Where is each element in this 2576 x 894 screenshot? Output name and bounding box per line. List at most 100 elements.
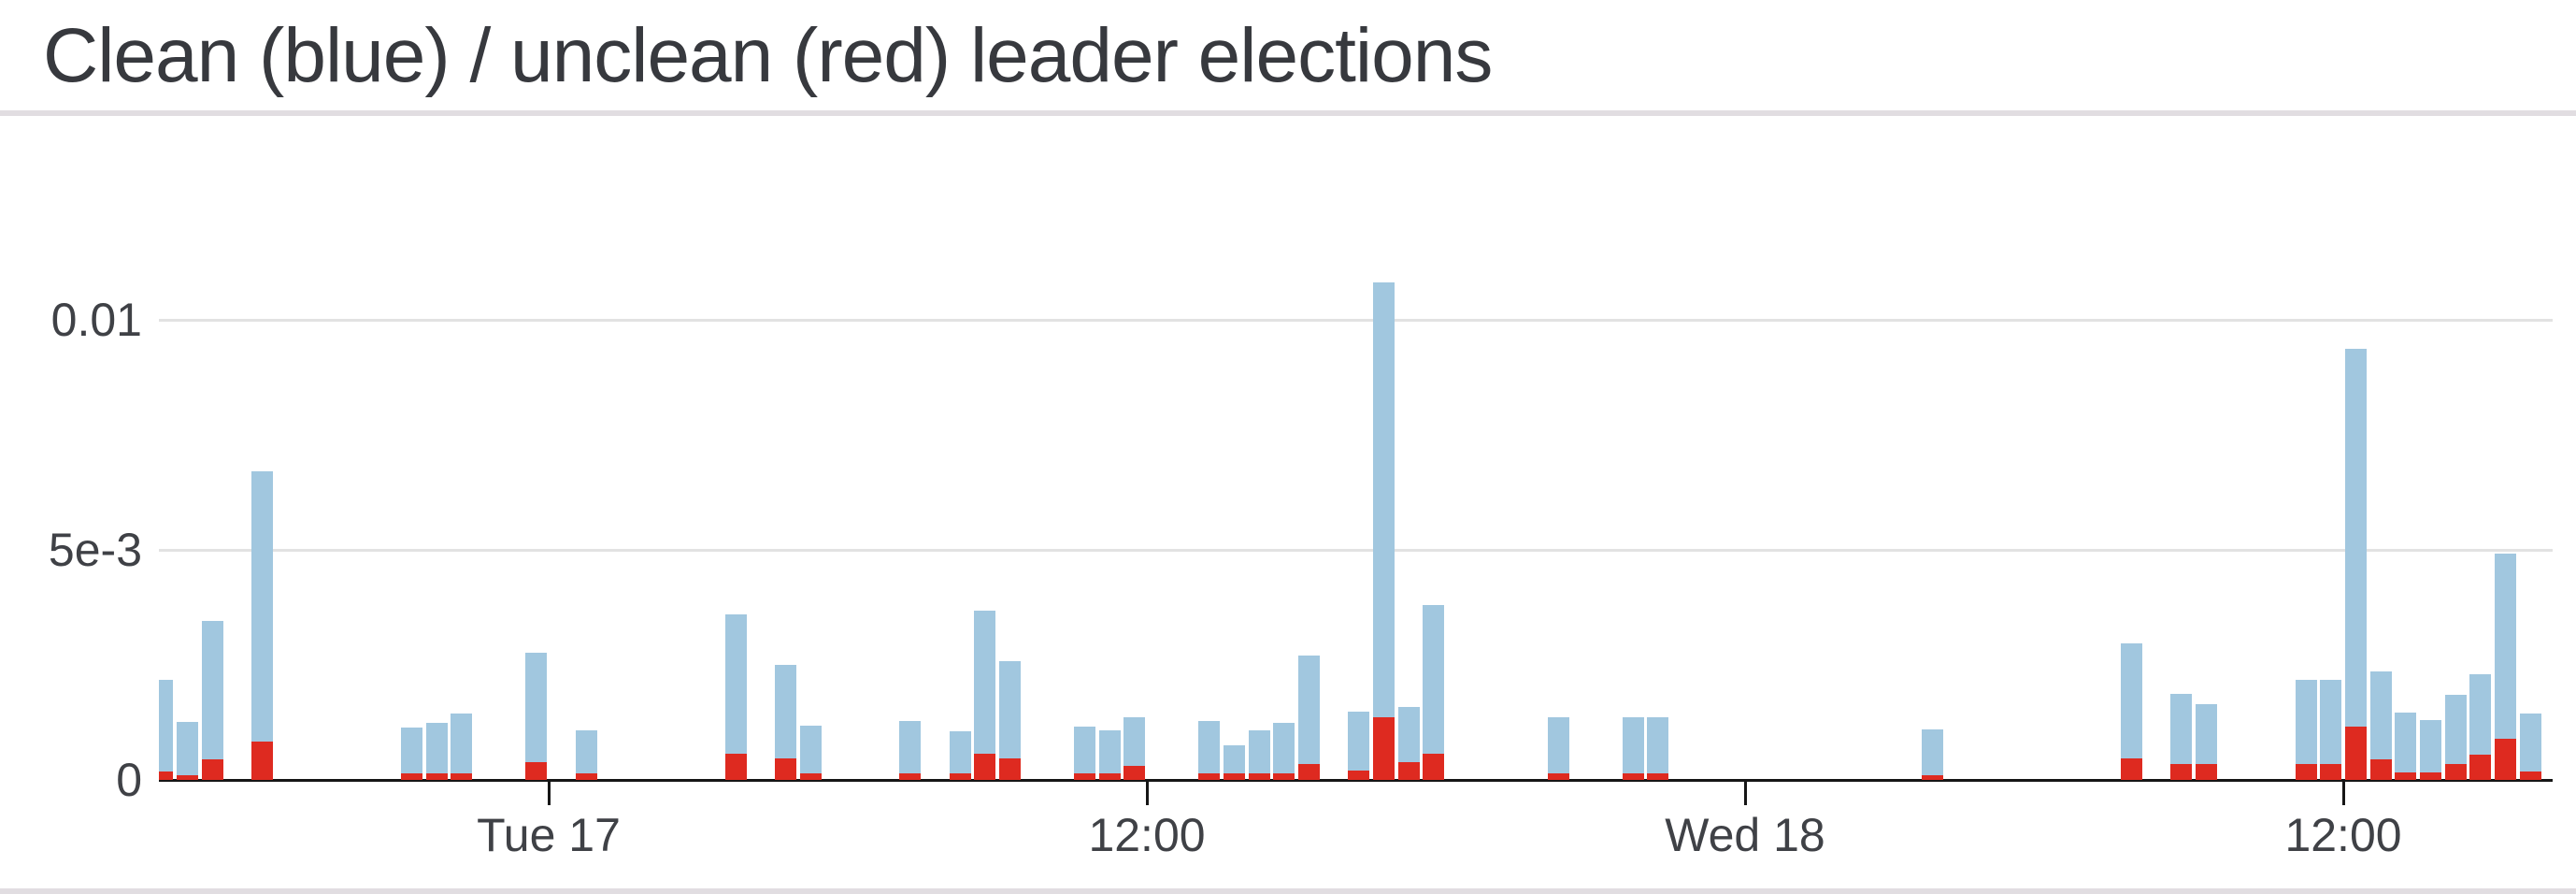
y-tick-label-0.01: 0.01 xyxy=(50,294,142,346)
bar-slot-72[interactable] xyxy=(2345,349,2367,780)
bar-clean-segment xyxy=(950,731,971,773)
bar-clean-segment xyxy=(1099,730,1121,773)
bar-clean-segment xyxy=(159,680,173,771)
bar-unclean-segment xyxy=(974,754,995,780)
bar-unclean-segment xyxy=(251,742,273,780)
bar-clean-segment xyxy=(2170,694,2192,764)
bar-clean-segment xyxy=(2121,643,2142,758)
panel-title[interactable]: Clean (blue) / unclean (red) leader elec… xyxy=(43,13,1493,98)
bar-slot-63[interactable] xyxy=(2121,643,2142,780)
bar-slot-29[interactable] xyxy=(1273,723,1295,780)
bar-slot-73[interactable] xyxy=(2370,671,2392,780)
bar-slot-27[interactable] xyxy=(1224,745,1245,780)
bar-slot-33[interactable] xyxy=(1373,282,1395,780)
x-axis-line xyxy=(159,779,2553,782)
bar-clean-segment xyxy=(401,728,422,773)
bar-unclean-segment xyxy=(2520,771,2541,780)
bar-slot-66[interactable] xyxy=(2196,704,2217,780)
bar-slot-55[interactable] xyxy=(1922,729,1943,780)
bar-unclean-segment xyxy=(2445,764,2467,780)
bar-clean-segment xyxy=(202,621,223,759)
bar-slot-71[interactable] xyxy=(2320,680,2341,780)
x-tick-label-12-00: 12:00 xyxy=(1088,809,1206,861)
bar-slot--15[interactable] xyxy=(177,722,198,780)
x-tick-mark-Tue-17 xyxy=(548,782,551,805)
bar-unclean-segment xyxy=(1249,773,1270,780)
bar-clean-segment xyxy=(2296,680,2317,764)
bar-clean-segment xyxy=(1548,717,1569,773)
gridline-0.01 xyxy=(159,319,2553,322)
bar-slot-32[interactable] xyxy=(1348,712,1369,780)
bar-clean-segment xyxy=(2495,554,2516,739)
plot-area[interactable] xyxy=(159,140,2553,780)
bar-clean-segment xyxy=(2196,704,2217,764)
bar-unclean-segment xyxy=(1298,764,1320,780)
bar-unclean-segment xyxy=(1123,766,1145,780)
bar-clean-segment xyxy=(525,653,547,762)
y-tick-label-0: 0 xyxy=(116,754,142,806)
bar-unclean-segment xyxy=(202,759,223,780)
x-tick-label-12-00: 12:00 xyxy=(2284,809,2402,861)
bar-slot--14[interactable] xyxy=(202,621,223,780)
bar-unclean-segment xyxy=(451,773,472,780)
bar-slot-34[interactable] xyxy=(1398,707,1420,780)
bar-slot--4[interactable] xyxy=(451,714,472,780)
bar-slot-17[interactable] xyxy=(974,611,995,780)
bar-clean-segment xyxy=(426,723,448,773)
bar-unclean-segment xyxy=(525,762,547,780)
bar-clean-segment xyxy=(1647,717,1668,773)
bar-unclean-segment xyxy=(2469,755,2491,780)
bar-clean-segment xyxy=(251,471,273,742)
bar-slot-70[interactable] xyxy=(2296,680,2317,780)
bar-slot-35[interactable] xyxy=(1423,605,1444,780)
bar-slot-16[interactable] xyxy=(950,731,971,780)
bar-clean-segment xyxy=(899,721,921,773)
bar-unclean-segment xyxy=(1373,717,1395,780)
bar-clean-segment xyxy=(2469,674,2491,755)
bar-slot-40[interactable] xyxy=(1548,717,1569,780)
bar-slot--16[interactable] xyxy=(159,680,173,780)
bar-clean-segment xyxy=(1623,717,1644,773)
bar-slot-76[interactable] xyxy=(2445,695,2467,780)
bar-slot-65[interactable] xyxy=(2170,694,2192,780)
bar-clean-segment xyxy=(2420,720,2441,772)
bar-slot-77[interactable] xyxy=(2469,674,2491,780)
bar-unclean-segment xyxy=(1198,773,1220,780)
bar-unclean-segment xyxy=(1224,773,1245,780)
bar-slot--6[interactable] xyxy=(401,728,422,780)
bar-unclean-segment xyxy=(1548,773,1569,780)
bar-slot-23[interactable] xyxy=(1123,717,1145,780)
bar-clean-segment xyxy=(177,722,198,775)
bar-slot-7[interactable] xyxy=(725,614,747,780)
bar-slot-78[interactable] xyxy=(2495,554,2516,780)
bar-slot-18[interactable] xyxy=(999,661,1021,780)
x-tick-mark-12-00 xyxy=(2342,782,2345,805)
bar-slot-10[interactable] xyxy=(800,726,822,780)
bar-slot-1[interactable] xyxy=(576,730,597,780)
bar-slot-9[interactable] xyxy=(775,665,796,780)
bar-slot-14[interactable] xyxy=(899,721,921,780)
bar-clean-segment xyxy=(1922,729,1943,775)
bar-slot-22[interactable] xyxy=(1099,730,1121,780)
bar-slot-75[interactable] xyxy=(2420,720,2441,780)
bar-slot-43[interactable] xyxy=(1623,717,1644,780)
bar-slot-44[interactable] xyxy=(1647,717,1668,780)
bar-slot-74[interactable] xyxy=(2395,713,2416,780)
bar-slot-26[interactable] xyxy=(1198,721,1220,780)
bar-slot--12[interactable] xyxy=(251,471,273,780)
bar-slot--5[interactable] xyxy=(426,723,448,780)
bar-slot--1[interactable] xyxy=(525,653,547,780)
bar-unclean-segment xyxy=(2320,764,2341,780)
bar-slot-79[interactable] xyxy=(2520,714,2541,780)
bar-clean-segment xyxy=(2320,680,2341,764)
bar-unclean-segment xyxy=(1074,773,1095,780)
bar-unclean-segment xyxy=(576,773,597,780)
bar-slot-28[interactable] xyxy=(1249,730,1270,780)
bar-slot-21[interactable] xyxy=(1074,727,1095,780)
bar-unclean-segment xyxy=(999,758,1021,780)
bar-unclean-segment xyxy=(1647,773,1668,780)
bar-unclean-segment xyxy=(2495,739,2516,780)
bar-slot-30[interactable] xyxy=(1298,656,1320,780)
x-tick-label-Tue-17: Tue 17 xyxy=(477,809,621,861)
gridline-5e-3 xyxy=(159,549,2553,552)
